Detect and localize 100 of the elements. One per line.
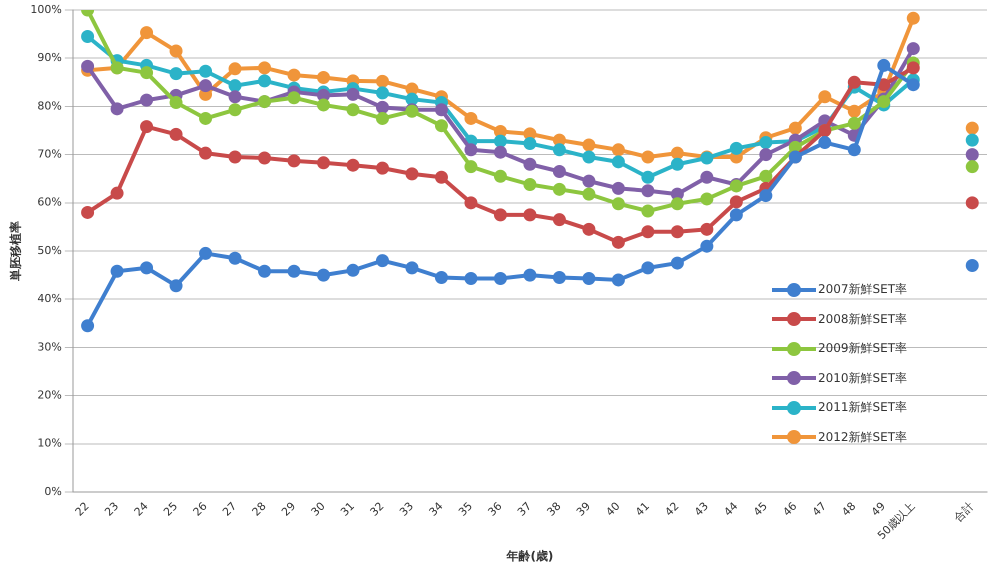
point <box>434 271 448 284</box>
x-tick-label: 38 <box>544 500 564 519</box>
point <box>966 122 979 135</box>
point <box>376 254 389 268</box>
point <box>641 225 654 238</box>
point <box>582 138 596 152</box>
x-tick-label: 40 <box>603 500 623 519</box>
point <box>346 103 360 116</box>
point <box>966 160 979 174</box>
point <box>582 188 596 201</box>
point <box>317 98 330 112</box>
point <box>494 208 507 222</box>
x-tick-label: 44 <box>721 500 740 519</box>
point <box>258 264 272 278</box>
point <box>848 116 861 130</box>
x-tick-label: 29 <box>279 500 298 519</box>
point <box>170 128 183 141</box>
point <box>464 272 478 285</box>
point <box>848 104 861 118</box>
point <box>670 197 684 210</box>
point <box>641 170 654 184</box>
point <box>228 90 242 104</box>
point <box>612 182 625 195</box>
point <box>906 61 920 74</box>
point <box>906 42 920 56</box>
point <box>641 184 654 198</box>
point <box>612 236 625 249</box>
y-tick-label: 20% <box>37 388 62 402</box>
point <box>81 206 94 219</box>
point <box>376 74 389 88</box>
x-tick-label: 48 <box>839 500 858 519</box>
point <box>170 67 183 80</box>
point <box>258 151 272 164</box>
point <box>170 279 183 292</box>
point <box>346 88 360 101</box>
x-tick-label: 30 <box>308 500 328 519</box>
point <box>582 272 596 285</box>
point <box>376 86 389 100</box>
point <box>288 264 301 278</box>
point <box>110 102 124 116</box>
y-tick-label: 40% <box>37 292 62 306</box>
point <box>317 268 330 282</box>
y-tick-label: 100% <box>30 2 62 16</box>
legend-label: 2007新鮮SET率 <box>818 281 908 298</box>
point <box>552 213 566 226</box>
point <box>877 95 890 108</box>
point <box>199 79 212 92</box>
point <box>582 150 596 164</box>
x-axis-title: 年齢(歳) <box>505 548 554 563</box>
point <box>877 58 890 72</box>
point <box>258 74 272 88</box>
x-tick-label: 32 <box>368 500 387 519</box>
point <box>523 268 536 282</box>
point <box>700 170 714 184</box>
x-tick-label: 42 <box>662 500 682 519</box>
point <box>523 178 536 191</box>
point <box>199 246 212 260</box>
point <box>81 319 94 332</box>
x-tick-label: 46 <box>780 500 800 519</box>
y-tick-label: 10% <box>37 436 62 450</box>
point <box>81 60 94 73</box>
x-tick-label: 合計 <box>952 500 976 524</box>
point <box>464 196 478 210</box>
point <box>405 167 418 180</box>
legend-label: 2011新鮮SET率 <box>818 399 908 416</box>
point <box>552 164 566 178</box>
point <box>700 240 714 253</box>
y-tick-label: 80% <box>37 99 62 112</box>
x-tick-label: 22 <box>72 500 92 519</box>
point <box>966 258 979 272</box>
point <box>670 158 684 171</box>
legend-label: 2009新鮮SET率 <box>818 340 908 358</box>
point <box>523 158 536 171</box>
y-tick-label: 30% <box>37 340 62 354</box>
point <box>818 136 832 150</box>
point <box>170 44 183 58</box>
point <box>288 154 301 168</box>
x-tick-label: 31 <box>338 500 358 519</box>
point <box>110 186 124 200</box>
point <box>288 91 301 104</box>
x-tick-label: 47 <box>810 500 829 519</box>
x-tick-label: 34 <box>426 500 446 519</box>
point <box>612 143 625 156</box>
point <box>730 142 743 155</box>
point <box>906 78 920 92</box>
x-tick-label: 24 <box>132 500 151 519</box>
point <box>700 192 714 206</box>
point <box>670 225 684 238</box>
point <box>140 66 154 80</box>
point <box>582 222 596 236</box>
point <box>582 174 596 188</box>
y-tick-label: 90% <box>37 51 62 64</box>
point <box>81 30 94 44</box>
point <box>818 90 832 104</box>
legend-label: 2012新鮮SET率 <box>818 428 908 446</box>
x-tick-label: 49 <box>868 500 888 519</box>
point <box>317 70 330 84</box>
point <box>376 112 389 125</box>
point <box>700 222 714 236</box>
x-tick-label: 27 <box>220 500 240 519</box>
